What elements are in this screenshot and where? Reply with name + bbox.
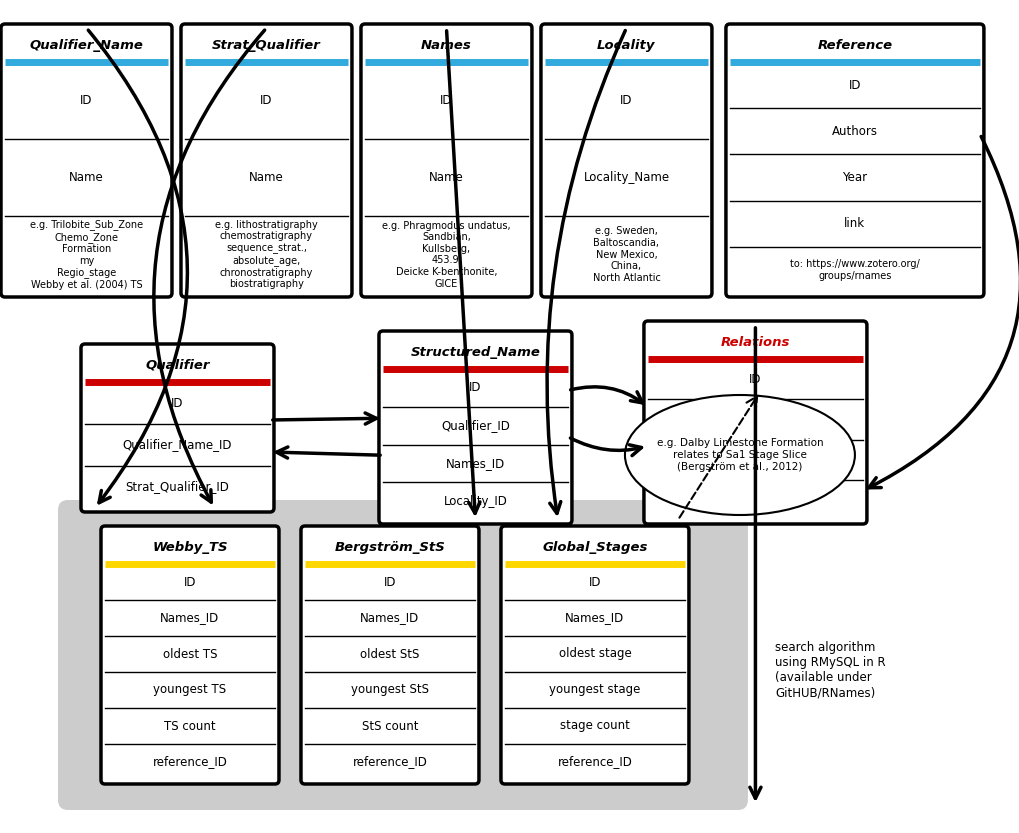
FancyArrowPatch shape (272, 413, 376, 424)
Text: Names_ID: Names_ID (565, 611, 624, 625)
FancyBboxPatch shape (58, 500, 747, 810)
Text: ID: ID (81, 94, 93, 107)
Text: search algorithm
using RMySQL in R
(available under
GitHUB/RNames): search algorithm using RMySQL in R (avai… (774, 641, 884, 699)
FancyArrowPatch shape (570, 387, 642, 403)
Text: Structured_Name2_ID: Structured_Name2_ID (690, 453, 819, 466)
FancyBboxPatch shape (379, 331, 572, 524)
Text: Qualifier_Name_ID: Qualifier_Name_ID (122, 438, 232, 451)
Text: ID: ID (260, 94, 272, 107)
Text: StS count: StS count (362, 720, 418, 732)
FancyBboxPatch shape (180, 24, 352, 297)
Text: Strat_Qualifier_ID: Strat_Qualifier_ID (125, 481, 229, 493)
FancyBboxPatch shape (81, 344, 274, 512)
Text: link: link (844, 217, 865, 230)
Text: Global_Stages: Global_Stages (542, 541, 647, 553)
Text: Authors: Authors (832, 125, 877, 137)
Text: youngest stage: youngest stage (548, 684, 640, 696)
FancyBboxPatch shape (643, 321, 866, 524)
FancyArrowPatch shape (446, 31, 480, 513)
Text: Qualifier_ID: Qualifier_ID (440, 419, 510, 432)
Text: Structured_Name1_ID: Structured_Name1_ID (690, 413, 819, 426)
Text: Locality: Locality (596, 38, 655, 52)
Text: Structured_Name: Structured_Name (410, 346, 540, 358)
Text: Bergström_StS: Bergström_StS (334, 541, 445, 553)
Text: reference_ID: reference_ID (153, 756, 227, 769)
Text: ID: ID (383, 576, 395, 588)
FancyArrowPatch shape (154, 30, 264, 502)
Text: oldest TS: oldest TS (163, 647, 217, 661)
Text: Names_ID: Names_ID (360, 611, 419, 625)
Text: e.g. Dalby Limestone Formation
relates to Sa1 Stage Slice
(Bergström et al., 201: e.g. Dalby Limestone Formation relates t… (656, 438, 822, 471)
Text: Names: Names (421, 38, 472, 52)
Text: ID: ID (748, 372, 761, 386)
Text: e.g. Phragmodus undatus,
Sandbian,
Kullsberg,
453.9,
Deicke K-benthonite,
GICE: e.g. Phragmodus undatus, Sandbian, Kulls… (382, 221, 511, 288)
Text: ID: ID (171, 397, 183, 410)
Text: oldest StS: oldest StS (360, 647, 419, 661)
Text: stage count: stage count (559, 720, 630, 732)
Text: Year: Year (842, 171, 866, 184)
FancyBboxPatch shape (301, 526, 479, 784)
Text: Reference_ID: Reference_ID (716, 493, 794, 506)
FancyArrowPatch shape (276, 447, 380, 458)
Text: Name: Name (69, 171, 104, 184)
Text: e.g. lithostratigraphy
chemostratigraphy
sequence_strat.,
absolute_age,
chronost: e.g. lithostratigraphy chemostratigraphy… (215, 220, 318, 289)
FancyArrowPatch shape (546, 31, 625, 513)
FancyBboxPatch shape (1, 24, 172, 297)
Text: Name: Name (429, 171, 464, 184)
Text: Names_ID: Names_ID (445, 456, 504, 470)
Text: ID: ID (620, 94, 632, 107)
Text: youngest StS: youngest StS (351, 684, 429, 696)
Text: Locality_Name: Locality_Name (583, 171, 668, 184)
FancyArrowPatch shape (749, 327, 760, 798)
Text: Names_ID: Names_ID (160, 611, 219, 625)
FancyBboxPatch shape (101, 526, 279, 784)
FancyBboxPatch shape (500, 526, 688, 784)
Text: oldest stage: oldest stage (558, 647, 631, 661)
FancyArrowPatch shape (679, 397, 756, 517)
FancyArrowPatch shape (868, 137, 1019, 487)
Text: ID: ID (469, 382, 481, 394)
Text: ID: ID (588, 576, 600, 588)
Text: Strat_Qualifier: Strat_Qualifier (212, 38, 321, 52)
Text: e.g. Sweden,
Baltoscandia,
New Mexico,
China,
North Atlantic: e.g. Sweden, Baltoscandia, New Mexico, C… (592, 227, 659, 282)
Text: Name: Name (249, 171, 283, 184)
Text: Locality_ID: Locality_ID (443, 495, 506, 507)
Text: Reference: Reference (816, 38, 892, 52)
Ellipse shape (625, 395, 854, 515)
Text: Relations: Relations (720, 336, 790, 348)
FancyBboxPatch shape (726, 24, 983, 297)
Text: to: https://www.zotero.org/
groups/rnames: to: https://www.zotero.org/ groups/rname… (790, 259, 919, 281)
Text: TS count: TS count (164, 720, 216, 732)
Text: youngest TS: youngest TS (153, 684, 226, 696)
FancyArrowPatch shape (570, 438, 641, 456)
FancyBboxPatch shape (540, 24, 711, 297)
Text: ID: ID (440, 94, 452, 107)
Text: reference_ID: reference_ID (557, 756, 632, 769)
Text: Webby_TS: Webby_TS (152, 541, 227, 553)
Text: Qualifier: Qualifier (145, 358, 210, 372)
Text: ID: ID (183, 576, 196, 588)
FancyArrowPatch shape (89, 30, 187, 503)
Text: reference_ID: reference_ID (353, 756, 427, 769)
Text: Qualifier_Name: Qualifier_Name (30, 38, 144, 52)
Text: e.g. Trilobite_Sub_Zone
Chemo_Zone
Formation
my
Regio_stage
Webby et al. (2004) : e.g. Trilobite_Sub_Zone Chemo_Zone Forma… (30, 219, 143, 290)
FancyBboxPatch shape (361, 24, 532, 297)
Text: ID: ID (848, 78, 860, 92)
